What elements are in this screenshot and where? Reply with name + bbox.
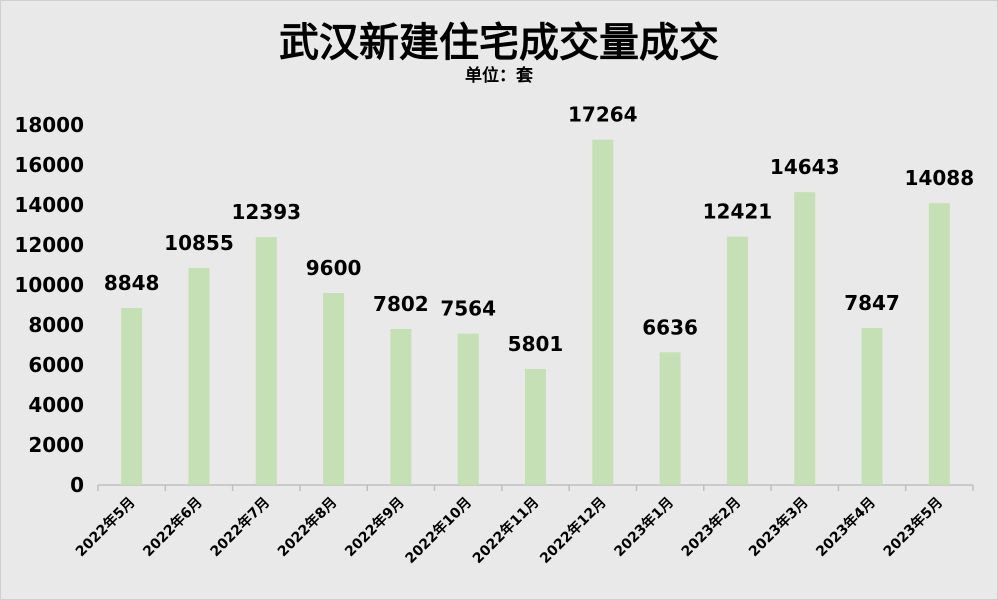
data-label: 9600 [306, 256, 362, 280]
x-category-label: 2023年2月 [678, 494, 744, 560]
x-category-label: 2022年11月 [469, 494, 542, 567]
data-label: 7847 [844, 291, 900, 315]
bar [121, 308, 143, 485]
data-label: 14643 [770, 155, 840, 179]
bar [390, 328, 412, 485]
y-tick-label: 12000 [14, 233, 84, 257]
data-label: 14088 [905, 166, 975, 190]
x-category-label: 2022年5月 [72, 494, 138, 560]
bar [928, 203, 950, 486]
y-tick-label: 10000 [14, 273, 84, 297]
x-category-label: 2022年9月 [341, 494, 407, 560]
bar [794, 192, 816, 485]
y-tick-label: 0 [70, 473, 84, 497]
chart-subtitle: 单位：套 [465, 66, 533, 86]
chart-title: 武汉新建住宅成交量成交 [279, 20, 719, 66]
bar [861, 328, 883, 485]
bar [525, 368, 546, 485]
y-tick-label: 16000 [14, 153, 84, 177]
x-category-label: 2022年8月 [274, 494, 340, 560]
data-label: 12393 [231, 200, 301, 224]
data-label: 17264 [568, 103, 638, 127]
y-tick-label: 6000 [28, 353, 84, 377]
x-category-label: 2023年3月 [745, 494, 811, 560]
x-category-label: 2023年4月 [813, 494, 879, 560]
y-tick-label: 4000 [28, 393, 84, 417]
y-tick-label: 8000 [28, 313, 84, 337]
bar [592, 139, 614, 485]
x-category-label: 2022年7月 [207, 494, 273, 560]
x-category-label: 2023年5月 [880, 494, 946, 560]
bar [188, 267, 210, 485]
bar [726, 236, 748, 485]
y-tick-label: 14000 [14, 193, 84, 217]
data-label: 10855 [164, 231, 234, 255]
bar [659, 352, 681, 485]
y-tick-label: 18000 [14, 113, 84, 137]
data-label: 8848 [104, 271, 160, 295]
x-category-label: 2023年1月 [611, 494, 677, 560]
x-category-label: 2022年6月 [140, 494, 206, 560]
x-category-label: 2022年12月 [536, 494, 609, 567]
data-label: 7802 [373, 292, 429, 316]
data-label: 5801 [508, 332, 564, 356]
data-label: 7564 [440, 297, 496, 321]
data-label: 6636 [642, 315, 698, 339]
bar [255, 237, 277, 485]
bar [323, 293, 345, 485]
data-label: 12421 [703, 200, 773, 224]
x-category-label: 2022年10月 [402, 494, 475, 567]
bar [457, 333, 479, 485]
y-tick-label: 2000 [28, 433, 84, 457]
